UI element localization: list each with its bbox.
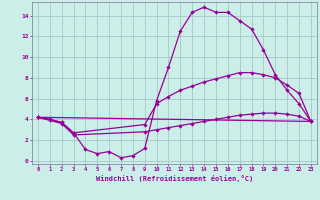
X-axis label: Windchill (Refroidissement éolien,°C): Windchill (Refroidissement éolien,°C) bbox=[96, 175, 253, 182]
